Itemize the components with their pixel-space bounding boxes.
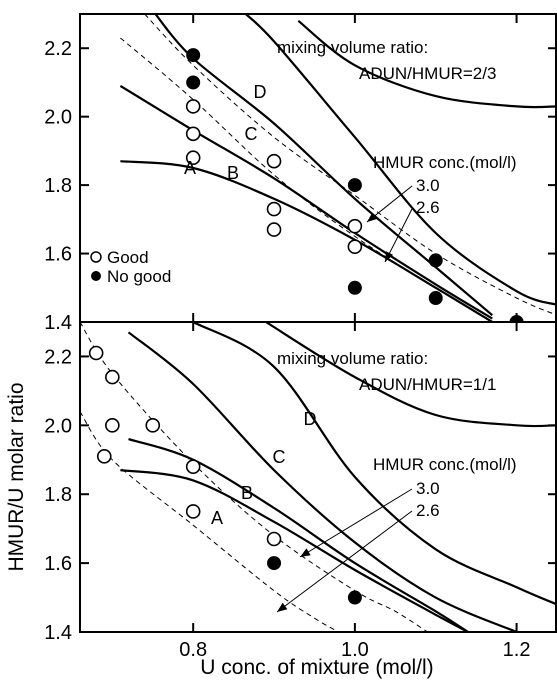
conc-label-2-6: 2.6 — [416, 198, 440, 217]
good-point — [266, 222, 282, 237]
good-point — [185, 504, 201, 519]
y-axis-title: HMUR/U molar ratio — [5, 382, 28, 571]
nogood-point — [186, 75, 201, 90]
boundary-curve-upper — [265, 322, 557, 428]
mixing-ratio-value: ADUN/HMUR=2/3 — [359, 64, 496, 83]
y-tick-label: 1.8 — [44, 175, 72, 197]
good-point — [347, 218, 363, 234]
arrow-head — [277, 602, 288, 612]
x-axis-title: U conc. of mixture (mol/l) — [200, 656, 433, 679]
y-tick-label: 2.0 — [44, 107, 72, 129]
hmur-conc-label: HMUR conc.(mol/l) — [373, 153, 517, 172]
y-tick-label: 1.8 — [44, 484, 72, 506]
curve-label-c: C — [273, 447, 286, 467]
chart-panel-2: 1.4 1.6 1.8 2.0 2.2 0.8 1.0 1.2 mixing volume ra… — [44, 321, 557, 661]
legend-good-marker — [90, 251, 102, 263]
nogood-point — [428, 291, 443, 306]
concentration-line-2-6 — [80, 411, 339, 632]
x-tick-label: 1.0 — [341, 639, 369, 661]
good-point — [185, 99, 201, 114]
curve-label-d: D — [254, 82, 267, 102]
mixing-ratio-label: mixing volume ratio: — [277, 349, 428, 368]
good-point — [105, 369, 120, 385]
good-point — [96, 449, 112, 464]
curve-label-a: A — [184, 158, 196, 178]
arrow-head — [367, 212, 378, 222]
nogood-point — [347, 280, 362, 295]
nogood-point — [347, 590, 362, 605]
legend-nogood-marker — [91, 271, 101, 281]
good-point — [145, 418, 161, 433]
good-point — [266, 153, 282, 169]
boundary-curve-d — [243, 14, 557, 306]
conc-label-3-0: 3.0 — [416, 176, 440, 195]
good-point — [266, 201, 282, 217]
good-point — [185, 126, 201, 142]
legend-nogood-label: No good — [107, 267, 171, 286]
y-tick-label: 2.0 — [44, 415, 72, 437]
y-tick-label: 1.4 — [44, 622, 72, 644]
plot-area — [119, 14, 557, 322]
nogood-point — [347, 178, 362, 193]
y-tick-label: 1.4 — [44, 312, 72, 334]
y-tick-label: 1.6 — [44, 244, 72, 266]
nogood-point — [509, 315, 524, 322]
arrow-head — [385, 251, 394, 262]
good-point — [88, 345, 104, 361]
good-point — [185, 459, 201, 474]
nogood-point — [428, 253, 443, 268]
boundary-curve-upper — [297, 19, 557, 109]
arrow-line — [276, 510, 413, 613]
boundary-curve-b — [119, 84, 493, 320]
curve-label-d: D — [304, 409, 317, 429]
good-point — [185, 150, 201, 166]
boundary-curve-b — [128, 438, 469, 632]
good-point — [105, 418, 120, 433]
conc-label-2-6: 2.6 — [416, 501, 440, 520]
boundary-curve-c — [127, 331, 518, 632]
y-tick-label: 2.2 — [44, 38, 72, 60]
boundary-curve-a — [120, 469, 469, 632]
arrow-head — [300, 548, 311, 557]
mixing-ratio-label: mixing volume ratio: — [277, 38, 428, 57]
mixing-ratio-value: ADUN/HMUR=1/1 — [359, 375, 496, 394]
nogood-point — [186, 48, 201, 63]
curve-label-b: B — [227, 163, 239, 183]
boundary-curve-d — [192, 322, 557, 606]
nogood-point — [267, 556, 282, 571]
legend-good-label: Good — [107, 248, 149, 267]
curve-label-a: A — [211, 508, 223, 528]
hmur-conc-label: HMUR conc.(mol/l) — [373, 455, 517, 474]
x-tick-label: 1.2 — [503, 639, 531, 661]
chart-panel-1: 1.4 1.6 1.8 2.0 2.2 mixing volume ratio: ADUN/… — [44, 13, 557, 334]
plot-frame — [79, 321, 557, 633]
plot-area — [80, 322, 557, 632]
y-tick-label: 2.2 — [44, 346, 72, 368]
conc-label-3-0: 3.0 — [416, 479, 440, 498]
good-point — [266, 531, 282, 547]
good-point — [347, 239, 363, 255]
curve-label-c: C — [245, 124, 258, 144]
curve-label-b: B — [241, 483, 253, 503]
arrow-line — [299, 488, 413, 558]
y-tick-label: 1.6 — [44, 553, 72, 575]
boundary-curve-a — [120, 160, 493, 322]
x-tick-label: 0.8 — [179, 639, 207, 661]
